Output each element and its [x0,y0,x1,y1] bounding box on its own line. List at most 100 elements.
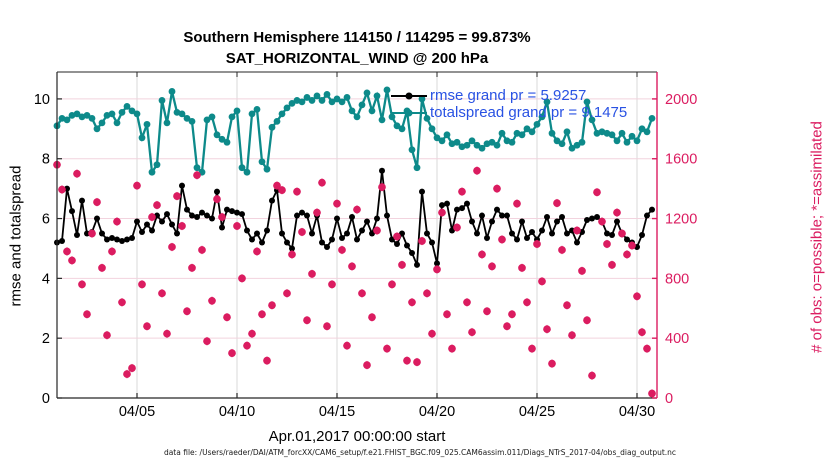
obs-assimilated-marker [423,288,431,298]
obs-assimilated-marker [558,245,566,255]
obs-assimilated-marker [483,306,491,316]
obs-assimilated-marker [163,329,171,339]
obs-assimilated-marker [448,344,456,354]
obs-assimilated-marker [373,226,381,235]
obs-assimilated-marker [223,312,231,322]
chart-title: Southern Hemisphere 114150 / 114295 = 99… [57,27,657,69]
right-axis-label: # of obs: o=possible; *=assimilated [808,121,826,353]
obs-assimilated-marker [348,262,356,271]
obs-assimilated-marker [338,245,346,255]
totalspread-series [53,86,656,176]
obs-assimilated-marker [98,263,106,273]
legend-label-totalspread: totalspread grand pr = 9.1475 [430,104,628,121]
legend-line-sample-totalspread [391,109,427,116]
obs-assimilated-marker [648,389,656,398]
obs-assimilated-marker [398,260,406,270]
obs-assimilated-marker [433,264,441,274]
obs-assimilated-marker [618,229,626,238]
obs-assimilated-marker [63,247,71,256]
obs-assimilated-marker [83,309,91,319]
legend-line-sample-rmse [391,92,427,99]
obs-assimilated-marker [513,199,521,208]
obs-assimilated-marker [258,309,266,319]
rmse-series [54,167,655,268]
obs-assimilated-marker [123,369,131,379]
obs-assimilated-marker [498,235,506,244]
obs-assimilated-marker [108,247,116,256]
left-y-tick-label: 0 [42,391,50,407]
obs-assimilated-marker [453,223,461,232]
obs-assimilated-marker [383,344,391,354]
chart-title-line1: Southern Hemisphere 114150 / 114295 = 99… [183,29,531,46]
obs-assimilated-marker [608,260,616,270]
left-axis-label: rmse and totalspread [7,165,25,307]
x-tick-label: 04/20 [419,404,455,420]
obs-assimilated-marker [243,341,251,351]
obs-assimilated-marker [568,330,576,340]
obs-assimilated-marker [478,250,486,259]
obs-assimilated-marker [538,276,546,286]
obs-assimilated-marker [138,279,146,289]
obs-assimilated-marker [638,327,646,337]
obs-assimilated-marker [263,356,271,366]
obs-assimilated-marker [218,212,226,222]
x-tick-label: 04/05 [119,404,155,420]
obs-assimilated-marker [598,217,606,226]
obs-assimilated-marker [178,221,186,231]
left-y-tick-label: 6 [42,212,50,228]
obs-assimilated-marker [228,348,236,358]
obs-assimilated-marker [183,306,191,316]
obs-assimilated-marker [588,371,596,380]
obs-assimilated-marker [58,185,66,194]
obs-assimilated-marker [578,266,586,276]
obs-assimilated-marker [113,217,121,226]
obs-assimilated-marker [233,221,241,231]
obs-assimilated-marker [493,184,501,194]
x-axis-label: Apr.01,2017 00:00:00 start [268,428,446,445]
obs-assimilated-marker [173,191,181,201]
obs-assimilated-marker [548,359,556,369]
obs-assimilated-marker [403,356,411,366]
obs-assimilated-marker [523,297,531,307]
x-tick-label: 04/30 [619,404,655,420]
obs-assimilated-marker [438,208,446,217]
obs-assimilated-marker [68,256,76,265]
obs-assimilated-marker [303,315,311,325]
obs-assimilated-marker [333,199,341,208]
obs-assimilated-marker [508,309,516,319]
legend-row-totalspread: totalspread grand pr = 9.1475 [391,104,627,121]
obs-assimilated-marker [73,169,81,179]
right-y-tick-label: 2000 [665,92,697,108]
obs-assimilated-marker [283,288,291,298]
obs-assimilated-marker [88,229,96,238]
obs-assimilated-marker [443,309,451,319]
x-tick-label: 04/10 [219,404,255,420]
obs-assimilated-marker [208,296,216,306]
obs-assimilated-marker [583,315,591,325]
obs-assimilated-marker [528,344,536,354]
obs-assimilated-marker [128,363,136,373]
obs-assimilated-marker [413,357,421,367]
right-y-tick-label: 400 [665,331,689,347]
obs-assimilated-marker [633,291,641,301]
obs-assimilated-marker [153,200,161,210]
obs-assimilated-marker [473,166,481,176]
obs-assimilated-marker [518,263,526,273]
obs-assimilated-marker [118,297,126,307]
obs-assimilated-marker [488,262,496,271]
obs-assimilated-marker [273,181,281,191]
obs-assimilated-marker [628,241,636,250]
obs-assimilated-marker [343,341,351,351]
obs-assimilated-marker [158,288,166,298]
obs-assimilated-marker [133,181,141,191]
obs-count-series [53,160,656,398]
legend-row-rmse: rmse grand pr = 5.9257 [391,87,627,104]
left-y-tick-label: 2 [42,331,50,347]
obs-assimilated-marker [553,198,561,208]
obs-assimilated-marker [308,269,316,279]
obs-assimilated-marker [543,324,551,334]
obs-assimilated-marker [268,300,276,310]
obs-assimilated-marker [148,212,156,222]
obs-assimilated-marker [363,360,371,370]
